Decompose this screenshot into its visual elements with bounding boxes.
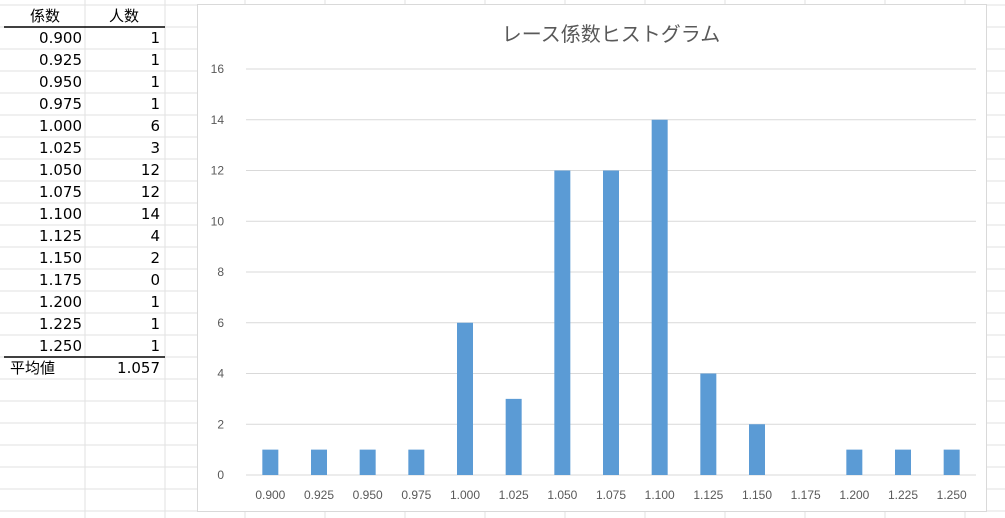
histogram-chart[interactable]: レース係数ヒストグラム 0 2 4 6 8 10 12 14 16 0.900 0.925 0.950 0…: [197, 4, 987, 512]
cell-coefficient[interactable]: 1.175: [39, 271, 82, 289]
y-tick-label: 0: [217, 468, 224, 482]
x-tick-label: 0.925: [304, 488, 334, 502]
x-tick-label: 1.050: [547, 488, 577, 502]
bar[interactable]: [943, 449, 960, 475]
x-tick-label: 1.250: [937, 488, 967, 502]
cell-coefficient[interactable]: 1.225: [39, 315, 82, 333]
cell-count[interactable]: 1: [150, 29, 160, 47]
y-tick-label: 8: [217, 265, 224, 279]
bar[interactable]: [700, 373, 717, 476]
cell-coefficient[interactable]: 0.925: [39, 51, 82, 69]
y-tick-label: 14: [211, 113, 225, 127]
cell-count[interactable]: 4: [150, 227, 160, 245]
bar[interactable]: [408, 449, 425, 475]
x-tick-label: 1.100: [645, 488, 675, 502]
cell-count[interactable]: 0: [150, 271, 160, 289]
cell-coefficient[interactable]: 1.250: [39, 337, 82, 355]
cell-coefficient[interactable]: 1.125: [39, 227, 82, 245]
x-tick-label: 1.175: [791, 488, 821, 502]
bar[interactable]: [311, 449, 327, 475]
cell-coefficient[interactable]: 1.025: [39, 139, 82, 157]
average-value[interactable]: 1.057: [117, 359, 160, 377]
header-coefficient[interactable]: 係数: [29, 7, 60, 25]
header-count[interactable]: 人数: [108, 7, 139, 25]
cell-count[interactable]: 2: [150, 249, 160, 267]
cell-count[interactable]: 12: [140, 183, 160, 201]
cell-count[interactable]: 6: [150, 117, 160, 135]
x-tick-label: 1.025: [499, 488, 529, 502]
bar[interactable]: [603, 170, 619, 476]
cell-count[interactable]: 14: [140, 205, 160, 223]
x-tick-label: 1.225: [888, 488, 918, 502]
x-tick-label: 1.150: [742, 488, 772, 502]
cell-count[interactable]: 3: [150, 139, 160, 157]
cell-count[interactable]: 12: [140, 161, 160, 179]
chart-title: レース係数ヒストグラム: [502, 22, 720, 46]
x-tick-label: 1.125: [693, 488, 723, 502]
y-tick-label: 4: [217, 367, 224, 381]
y-tick-label: 10: [211, 214, 225, 228]
bar[interactable]: [262, 449, 279, 475]
cell-count[interactable]: 1: [150, 73, 160, 91]
cell-coefficient[interactable]: 0.900: [39, 29, 82, 47]
bar[interactable]: [457, 322, 473, 475]
x-tick-label: 1.075: [596, 488, 626, 502]
bar[interactable]: [895, 449, 911, 475]
x-tick-label: 0.900: [255, 488, 285, 502]
cell-count[interactable]: 1: [150, 51, 160, 69]
bar[interactable]: [554, 170, 571, 476]
x-tick-label: 1.200: [839, 488, 869, 502]
bar[interactable]: [846, 449, 863, 475]
chart-canvas: レース係数ヒストグラム 0 2 4 6 8 10 12 14 16 0.900 0.925 0.950 0…: [211, 22, 976, 502]
cell-coefficient[interactable]: 0.975: [39, 95, 82, 113]
average-label[interactable]: 平均値: [10, 359, 56, 377]
cell-coefficient[interactable]: 1.100: [39, 205, 82, 223]
y-tick-label: 6: [217, 316, 224, 330]
cell-count[interactable]: 1: [150, 315, 160, 333]
bar[interactable]: [359, 449, 376, 475]
bar[interactable]: [505, 398, 522, 475]
cell-count[interactable]: 1: [150, 95, 160, 113]
cell-coefficient[interactable]: 1.000: [39, 117, 82, 135]
bar[interactable]: [749, 424, 765, 475]
cell-coefficient[interactable]: 1.200: [39, 293, 82, 311]
x-tick-label: 0.950: [353, 488, 383, 502]
x-tick-label: 0.975: [401, 488, 431, 502]
cell-coefficient[interactable]: 0.950: [39, 73, 82, 91]
y-tick-label: 12: [211, 164, 225, 178]
cell-count[interactable]: 1: [150, 293, 160, 311]
bar[interactable]: [651, 119, 668, 475]
cell-coefficient[interactable]: 1.050: [39, 161, 82, 179]
cell-count[interactable]: 1: [150, 337, 160, 355]
cell-coefficient[interactable]: 1.075: [39, 183, 82, 201]
y-tick-label: 16: [211, 62, 225, 76]
x-tick-label: 1.000: [450, 488, 480, 502]
y-tick-label: 2: [217, 417, 224, 431]
cell-coefficient[interactable]: 1.150: [39, 249, 82, 267]
